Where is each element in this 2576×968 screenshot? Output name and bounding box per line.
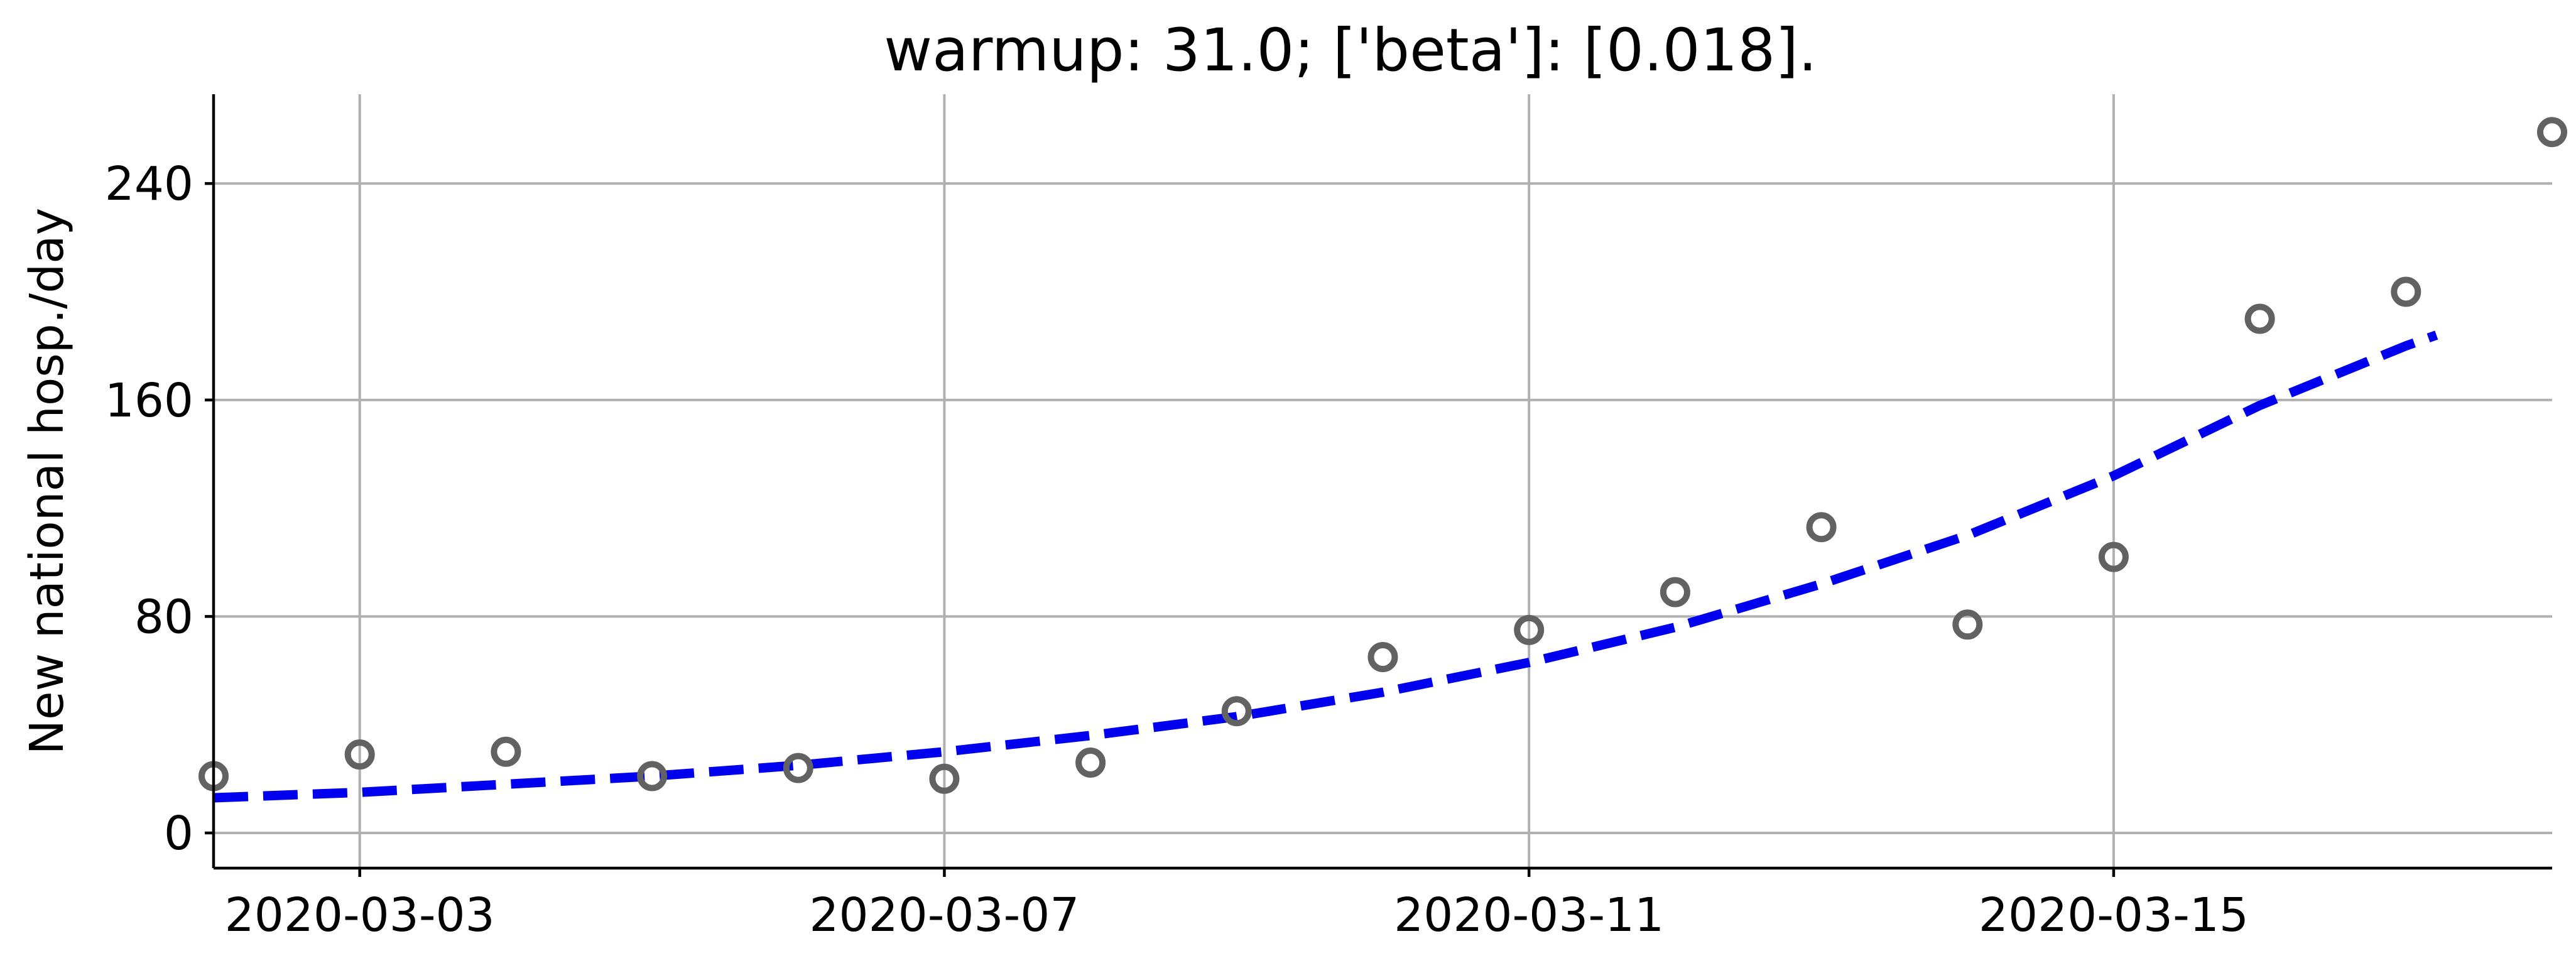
x-tick-label: 2020-03-07 [809, 888, 1079, 942]
observed-point [494, 740, 518, 764]
y-tick-label: 80 [134, 590, 193, 644]
y-axis-label: New national hosp./day [20, 208, 74, 755]
observed-point [2394, 280, 2418, 304]
x-tick-label: 2020-03-15 [1979, 888, 2249, 942]
observed-point [1663, 580, 1687, 604]
axes [214, 94, 2552, 868]
chart-title: warmup: 31.0; ['beta']: [0.018]. [884, 16, 1817, 85]
y-tick-label: 0 [164, 807, 193, 861]
observed-point [2540, 120, 2564, 144]
observed-point [1810, 515, 1834, 539]
observed-point [1079, 751, 1102, 775]
x-tick-label: 2020-03-03 [225, 888, 495, 942]
y-tick-label: 240 [105, 157, 193, 211]
observed-point [2248, 307, 2272, 331]
observed-point [1371, 645, 1395, 669]
x-tick-label: 2020-03-11 [1394, 888, 1664, 942]
grid [214, 94, 2552, 868]
y-tick-label: 160 [105, 374, 193, 428]
